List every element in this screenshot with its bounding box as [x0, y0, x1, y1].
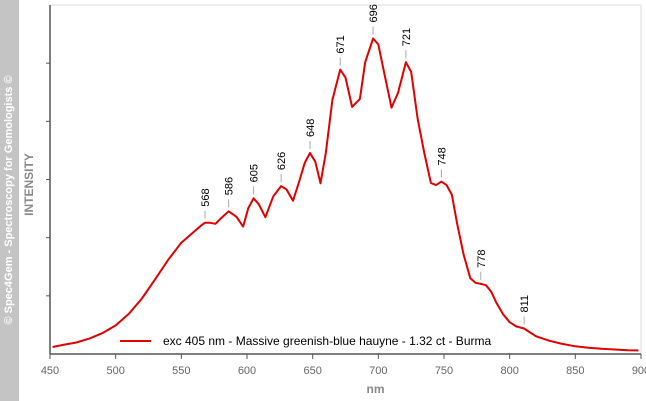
peak-label: 671	[335, 35, 347, 53]
watermark-sidebar: © Spec4Gem - Spectroscopy for Gemologist…	[0, 0, 19, 401]
peak-label: 648	[305, 119, 317, 137]
peak-label: 605	[249, 164, 261, 182]
x-tick-label: 500	[106, 365, 124, 377]
x-tick-label: 800	[500, 365, 518, 377]
peak-label: 748	[436, 147, 448, 165]
x-tick-label: 550	[172, 365, 190, 377]
legend-label: exc 405 nm - Massive greenish-blue hauyn…	[163, 334, 491, 348]
peak-label: 626	[276, 152, 288, 170]
peak-label: 586	[224, 177, 236, 195]
x-tick-label: 650	[303, 365, 321, 377]
y-axis-title: INTENSITY	[22, 153, 36, 216]
x-tick-label: 450	[41, 365, 59, 377]
x-tick-label: 850	[566, 365, 584, 377]
spectrum-line	[52, 37, 639, 352]
x-tick-label: 700	[369, 365, 387, 377]
peak-label: 778	[476, 249, 488, 267]
peak-label: 568	[200, 188, 212, 206]
x-tick-label: 900	[632, 365, 646, 377]
peak-label: 721	[401, 28, 413, 46]
x-axis-title: nm	[367, 382, 385, 396]
peak-label: 696	[368, 4, 380, 22]
x-tick-label: 600	[238, 365, 256, 377]
peak-label: 811	[519, 295, 531, 313]
x-tick-label: 750	[435, 365, 453, 377]
